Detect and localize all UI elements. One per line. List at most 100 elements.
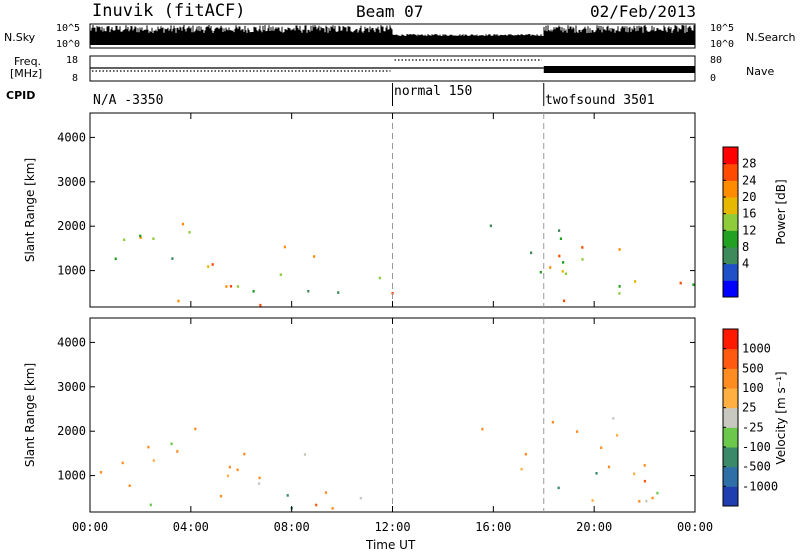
- power-colorbar-swatch: [723, 197, 738, 215]
- power-echo-cell: [307, 289, 310, 293]
- power-echo-cell: [679, 281, 682, 285]
- nave-tick-bottom: 0: [710, 73, 717, 84]
- power-echo-cell: [561, 270, 564, 273]
- velocity-colorbar-tick-label: 1000: [742, 342, 771, 356]
- freq-dual-band: [543, 66, 695, 73]
- power-colorbar-swatch: [723, 230, 738, 248]
- velocity-colorbar-swatch: [723, 427, 738, 448]
- power-echo-cell: [563, 299, 566, 303]
- velocity-echo-cell: [520, 467, 523, 471]
- velocity-ylabel: Slant Range [km]: [23, 362, 37, 468]
- station-title: Inuvik (fitACF): [92, 1, 246, 21]
- power-echo-cell: [378, 276, 381, 280]
- power-echo-cell: [139, 234, 142, 238]
- velocity-echo-cell: [595, 472, 598, 475]
- power-colorbar-tick-label: 24: [742, 173, 756, 187]
- velocity-echo-cell: [286, 494, 289, 497]
- x-tick-label: 04:00: [173, 520, 209, 534]
- power-echo-cell: [692, 283, 695, 286]
- cpid-segment-2: normal 150: [394, 84, 473, 99]
- power-echo-cell: [211, 263, 214, 266]
- power-echo-cell: [236, 285, 240, 288]
- velocity-echo-cell: [331, 507, 334, 510]
- noise-right-tick-top: 10^5: [710, 23, 735, 34]
- velocity-echo-cell: [633, 472, 636, 476]
- velocity-echo-cell: [638, 500, 641, 503]
- velocity-echo-cell: [149, 503, 152, 507]
- velocity-colorbar-tick-label: 500: [742, 361, 764, 375]
- power-colorbar-tick-label: 28: [742, 157, 756, 171]
- velocity-echo-cell: [557, 486, 560, 490]
- velocity-echo-cell: [643, 479, 646, 483]
- power-echo-cell: [123, 238, 126, 242]
- velocity-colorbar-label: Velocity [m s⁻¹]: [774, 371, 788, 465]
- power-echo-cell: [337, 291, 340, 294]
- velocity-echo-cell: [258, 476, 261, 480]
- power-echo-cell: [549, 266, 552, 269]
- power-colorbar-swatch: [723, 163, 738, 181]
- power-echo-cell: [634, 280, 637, 283]
- power-echo-cell: [581, 246, 584, 249]
- power-echoes: [114, 222, 695, 307]
- power-echo-cell: [558, 254, 561, 258]
- power-colorbar-swatch: [723, 147, 738, 165]
- power-colorbar-frame: [722, 146, 739, 298]
- velocity-echo-cell: [607, 465, 611, 469]
- velocity-echo-cell: [643, 464, 646, 467]
- x-axis-label: Time UT: [366, 538, 416, 552]
- velocity-ytick-label: 4000: [57, 335, 86, 349]
- velocity-echo-cell: [576, 430, 579, 433]
- velocity-colorbar-tick-label: 100: [742, 381, 764, 395]
- velocity-echo-cell: [152, 459, 155, 462]
- velocity-echo-cell: [176, 450, 179, 453]
- velocity-echo-cell: [616, 434, 619, 437]
- velocity-echo-cell: [651, 496, 654, 500]
- velocity-echo-cell: [324, 491, 328, 494]
- power-echo-cell: [564, 272, 568, 275]
- power-echo-cell: [188, 231, 191, 234]
- velocity-colorbar-tick-label: -100: [742, 440, 771, 454]
- power-echo-cell: [181, 222, 185, 226]
- power-echo-cell: [139, 236, 142, 239]
- power-ylabel: Slant Range [km]: [23, 157, 37, 263]
- freq-tick-top: 18: [66, 55, 79, 66]
- x-tick-label: 12:00: [374, 520, 410, 534]
- velocity-echo-cell: [303, 453, 307, 456]
- nsky-label: N.Sky: [4, 31, 36, 44]
- power-echo-cell: [252, 290, 255, 293]
- velocity-colorbar-swatch: [723, 447, 738, 468]
- velocity-colorbar-swatch: [723, 407, 738, 428]
- velocity-colorbar-tick-label: 25: [742, 401, 756, 415]
- velocity-colorbar-swatch: [723, 388, 738, 409]
- power-echo-cell: [152, 237, 155, 240]
- power-echo-cell: [259, 303, 262, 307]
- velocity-colorbar-frame: [722, 328, 739, 507]
- power-colorbar-tick-label: 12: [742, 223, 756, 237]
- power-echo-cell: [229, 285, 233, 288]
- power-echo-cell: [581, 258, 584, 261]
- velocity-echo-cell: [219, 494, 223, 498]
- nsearch-label: N.Search: [746, 31, 796, 44]
- power-colorbar-swatch: [723, 213, 738, 231]
- power-echo-cell: [177, 299, 180, 303]
- power-echo-cell: [559, 237, 562, 240]
- nave-label: Nave: [746, 65, 775, 78]
- x-tick-label: 00:00: [72, 520, 108, 534]
- power-echo-cell: [530, 251, 533, 255]
- velocity-ytick-label: 1000: [57, 469, 86, 483]
- velocity-echo-cell: [315, 503, 318, 507]
- velocity-colorbar-swatch: [723, 466, 738, 487]
- velocity-colorbar-tick-label: -1000: [742, 479, 778, 493]
- power-colorbar-tick-label: 4: [742, 257, 749, 271]
- power-ytick-label: 1000: [57, 264, 86, 278]
- power-echo-cell: [618, 292, 621, 295]
- velocity-colorbar-tick-label: -500: [742, 460, 771, 474]
- date-title: 02/Feb/2013: [590, 2, 696, 21]
- power-echo-cell: [283, 245, 286, 249]
- velocity-echo-cell: [147, 445, 150, 449]
- velocity-echo-cell: [128, 484, 131, 487]
- velocity-echo-cell: [170, 442, 173, 446]
- velocity-echo-cell: [645, 499, 648, 503]
- noise-right-tick-bottom: 10^0: [710, 39, 735, 50]
